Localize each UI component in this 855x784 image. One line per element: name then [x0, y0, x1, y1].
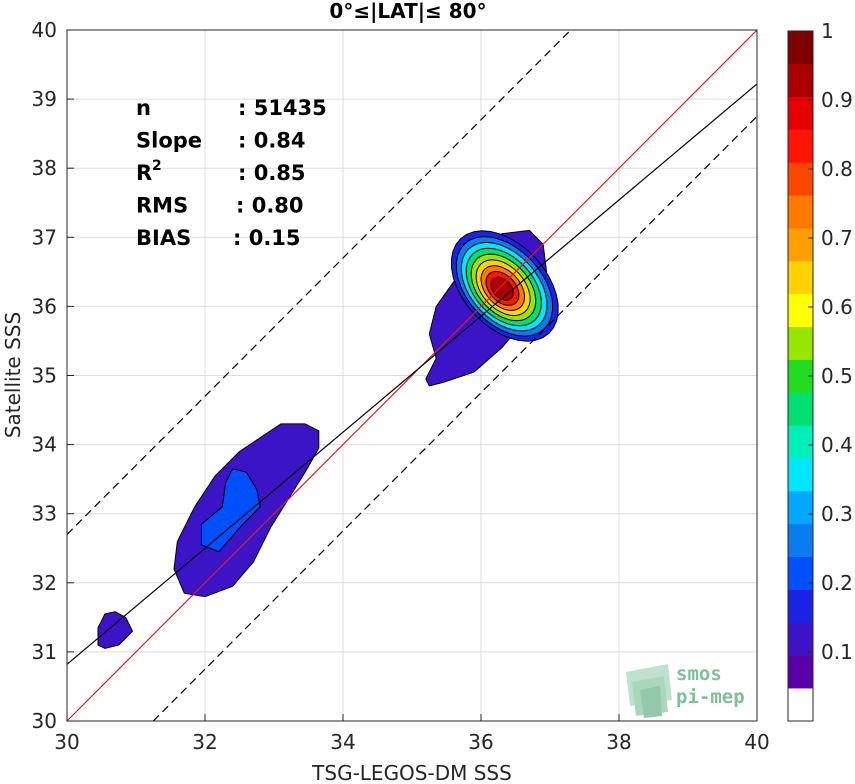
colorbar-band	[788, 162, 813, 196]
stat-label: n	[136, 96, 151, 120]
colorbar-tick-label: 0.6	[821, 295, 853, 319]
y-tick-label: 39	[32, 87, 57, 111]
colorbar-band	[788, 589, 813, 623]
colorbar-band	[788, 688, 813, 722]
stat-value: : 0.85	[238, 161, 306, 185]
y-tick-label: 32	[32, 571, 57, 595]
colorbar-tick-label: 0.5	[821, 364, 853, 388]
statistics-box: n : 51435 Slope : 0.84 R 2 : 0.85 RMS : 0.80 BIAS…	[136, 96, 327, 250]
x-tick-label: 36	[468, 730, 493, 754]
colorbar-band	[788, 293, 813, 328]
y-tick-label: 40	[32, 18, 57, 42]
stat-value: : 0.15	[233, 226, 301, 250]
plot-frame	[66, 29, 758, 722]
colorbar-band	[788, 622, 813, 656]
logo-line1: smos	[676, 663, 722, 685]
y-tick-label: 36	[32, 294, 57, 318]
x-tick-label: 30	[54, 730, 79, 754]
colorbar-tick-label: 0.1	[821, 640, 853, 664]
colorbar-band	[788, 491, 813, 525]
colorbar-tick-label: 0.7	[821, 226, 853, 250]
colorbar-band	[788, 228, 813, 262]
colorbar-tick-label: 0.8	[821, 157, 853, 181]
y-tick-label: 35	[32, 364, 57, 388]
y-tick-label: 30	[32, 709, 57, 733]
reference-lines	[66, 29, 758, 722]
contour-mid-inner	[201, 468, 261, 553]
fit-line	[66, 83, 758, 665]
x-tick-label: 38	[606, 730, 631, 754]
stat-label: RMS	[136, 194, 188, 218]
colorbar-band	[788, 392, 813, 426]
contour-level	[490, 276, 514, 301]
smos-pi-mep-logo: smos pi-mep	[626, 663, 745, 718]
y-tick-label: 31	[32, 640, 57, 664]
x-tick-label: 32	[192, 730, 217, 754]
contour-small	[97, 611, 133, 649]
density-contours	[97, 229, 559, 649]
y-tick-label: 33	[32, 502, 57, 526]
colorbar-tick-label: 1	[821, 19, 834, 43]
colorbar-band	[788, 63, 813, 98]
colorbar-tick-label: 0.2	[821, 571, 853, 595]
x-tick-label: 40	[744, 730, 769, 754]
stat-value: : 0.80	[236, 194, 304, 218]
chart-title: 0°≤|LAT|≤ 80°	[329, 0, 486, 23]
stat-value: : 0.84	[238, 129, 306, 153]
colorbar-band	[788, 425, 813, 459]
colorbar-band	[788, 129, 813, 163]
stat-label: R	[136, 161, 152, 185]
colorbar-band	[788, 458, 813, 492]
stat-label: BIAS	[136, 226, 191, 250]
logo-icon	[626, 664, 672, 718]
x-axis-label: TSG-LEGOS-DM SSS	[311, 761, 512, 784]
y-tick-label: 34	[32, 433, 57, 457]
colorbar-tick-label: 0.9	[821, 88, 853, 112]
y-tick-label: 37	[32, 225, 57, 249]
stat-label: Slope	[136, 129, 202, 153]
colorbar-band	[788, 195, 813, 229]
colorbar-band	[788, 96, 813, 130]
upper-dashed-line	[66, 29, 572, 535]
y-tick-label: 38	[32, 156, 57, 180]
colorbar-band	[788, 655, 813, 689]
tick-labels: 30 32 34 36 38 40 30 31 32 33 34 35 36 37 38 39 40	[32, 18, 770, 754]
colorbar-band	[788, 31, 813, 65]
stat-value: : 51435	[238, 96, 327, 120]
colorbar	[787, 30, 814, 722]
y-axis-label: Satellite SSS	[1, 312, 25, 438]
stat-superscript: 2	[152, 158, 162, 174]
logo-line2: pi-mep	[676, 686, 745, 708]
colorbar-band	[788, 261, 813, 295]
identity-line	[66, 29, 758, 722]
x-tick-label: 34	[330, 730, 355, 754]
colorbar-tick-label: 0.4	[821, 433, 853, 457]
colorbar-tick-label: 0.3	[821, 502, 853, 526]
colorbar-band	[788, 326, 813, 360]
colorbar-band	[788, 556, 813, 590]
axes	[66, 29, 758, 722]
colorbar-tick-labels: 0.1 0.2 0.3 0.4 0.5 0.6 0.7 0.8 0.9 1	[808, 19, 853, 664]
colorbar-band	[788, 523, 813, 558]
